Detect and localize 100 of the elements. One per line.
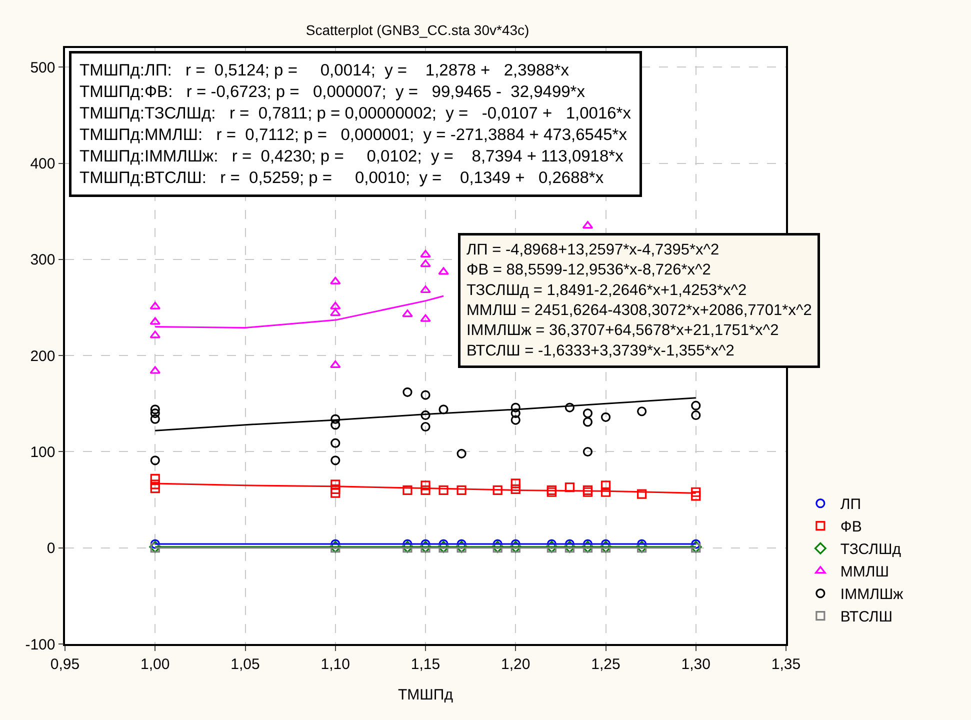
x-tick-label: 1,25 — [591, 656, 620, 673]
point — [420, 540, 432, 553]
point — [600, 487, 611, 497]
annotation: ТМШПд:ЛП: r = 0,5124; p = 0,0014; y = 1,2878 + 2,3988*x — [80, 62, 570, 80]
point — [691, 410, 701, 420]
x-tick-label: 0,95 — [50, 656, 80, 673]
point — [330, 438, 340, 448]
x-tick-label: 1,30 — [681, 656, 710, 673]
point — [150, 404, 160, 414]
y-tick-label: 500 — [30, 59, 56, 76]
point — [691, 543, 701, 553]
point — [691, 400, 701, 410]
point — [402, 485, 412, 495]
point — [420, 285, 431, 294]
line-series — [154, 295, 444, 328]
point — [330, 456, 340, 466]
point — [582, 543, 593, 553]
point — [582, 540, 594, 553]
point — [691, 487, 701, 497]
point — [150, 480, 160, 490]
point — [402, 539, 412, 549]
point — [402, 387, 412, 397]
point — [456, 543, 466, 553]
point — [330, 360, 341, 368]
point — [582, 446, 593, 457]
point — [330, 539, 340, 549]
point — [546, 543, 556, 553]
point — [420, 250, 431, 258]
point — [329, 540, 342, 553]
point — [637, 406, 647, 416]
point — [150, 456, 160, 466]
annotation: ММЛШ = 2451,6264-4308,3072*x+2086,7701*x^2 — [466, 302, 812, 319]
point — [492, 485, 502, 495]
line-series — [154, 397, 697, 432]
point — [564, 543, 574, 553]
annotation: ТМШПд:ММЛШ: r = 0,7112; p = 0,000001; y = -271,3884 + 473,6545*x — [80, 126, 628, 144]
point — [150, 483, 160, 494]
point — [510, 408, 520, 418]
point — [510, 484, 520, 494]
point — [420, 480, 430, 490]
point — [420, 390, 430, 400]
point — [150, 543, 160, 553]
y-tick-label: 0 — [46, 540, 56, 558]
point — [636, 540, 648, 553]
point — [438, 539, 448, 549]
point — [402, 309, 413, 318]
point — [582, 417, 593, 427]
legend-label: ТЗСЛШд — [840, 541, 902, 558]
point — [456, 485, 466, 495]
y-tick-label: 200 — [30, 348, 56, 365]
point — [420, 314, 431, 322]
point — [420, 543, 430, 553]
point — [330, 420, 340, 430]
point — [149, 540, 162, 553]
point — [330, 543, 340, 553]
point — [456, 539, 466, 549]
y-tick-label: 300 — [30, 252, 56, 269]
point — [420, 539, 430, 549]
point — [492, 543, 502, 553]
point — [690, 540, 702, 553]
point — [438, 267, 449, 275]
point — [600, 480, 611, 490]
point — [510, 478, 520, 488]
point — [420, 410, 430, 420]
x-axis-title: ТМШПд — [398, 686, 454, 704]
point — [492, 540, 504, 553]
legend-label: ФВ — [840, 518, 862, 536]
x-tick-label: 1,10 — [320, 656, 350, 673]
point — [402, 543, 412, 553]
point — [510, 540, 522, 553]
point — [600, 412, 611, 422]
point — [637, 543, 647, 553]
annotation: ЛП = -4,8968+13,2597*x-4,7395*x^2 — [466, 242, 720, 258]
x-tick-label: 1,05 — [230, 656, 260, 673]
point — [637, 489, 647, 499]
y-tick-label: 400 — [30, 156, 56, 173]
legend-label: ІММЛШж — [840, 586, 904, 604]
point — [510, 543, 520, 553]
point — [600, 540, 612, 553]
annotation: ТМШПд:ІММЛШж: r = 0,4230; p = 0,0102; y = 8,7394 + 113,0918*x — [80, 147, 624, 166]
annotation: ТМШПд:ФВ: r = -0,6723; p = 0,000007; y = 99,9465 - 32,9499*x — [80, 82, 586, 101]
point — [438, 404, 448, 414]
y-tick-label: -100 — [25, 636, 56, 654]
chart-title: Scatterplot (GNB3_CC.sta 30v*43c) — [306, 22, 530, 38]
point — [420, 485, 430, 495]
point — [420, 422, 430, 432]
point — [420, 259, 431, 268]
annotation: ТМШПд:ВТСЛШ: r = 0,5259; p = 0,0010; y = 0,1349 + 0,2688*x — [80, 168, 604, 187]
annotation: ВТСЛШ = -1,6333+3,3739*x-1,355*x^2 — [466, 342, 734, 360]
x-tick-label: 1,20 — [501, 656, 530, 673]
y-tick-label: 100 — [30, 444, 56, 461]
point — [330, 484, 340, 494]
annotation: ТЗСЛШд = 1,8491-2,2646*x+1,4253*x^2 — [466, 282, 747, 299]
x-tick-label: 1,00 — [140, 656, 170, 673]
legend-label: ВТСЛШ — [840, 608, 893, 626]
point — [492, 539, 502, 549]
x-tick-label: 1,35 — [771, 656, 801, 673]
legend-label: ЛП — [840, 496, 862, 514]
point — [330, 488, 340, 498]
annotation: ФВ = 88,5599-12,9536*x-8,726*x^2 — [466, 262, 711, 279]
